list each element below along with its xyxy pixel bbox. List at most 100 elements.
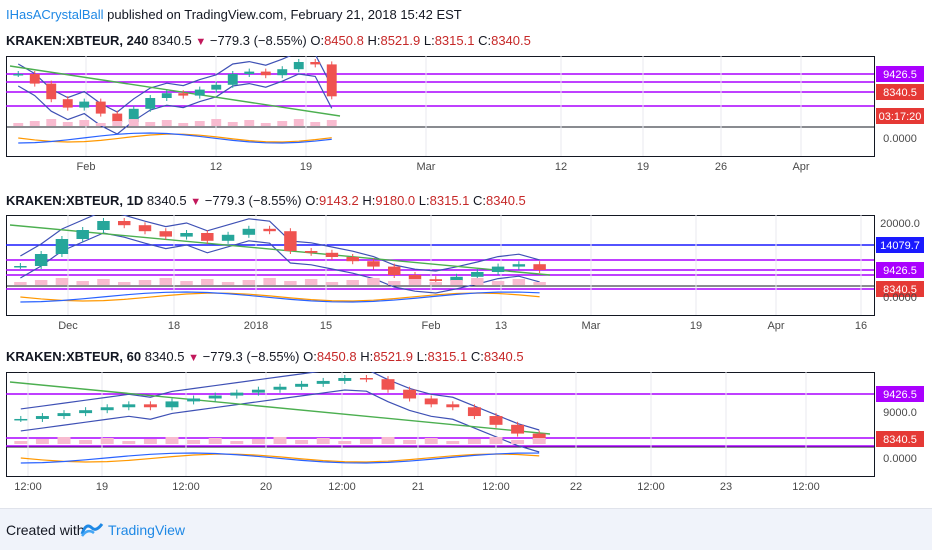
interval: 1D bbox=[126, 193, 144, 208]
volume-bar bbox=[178, 123, 189, 126]
volume-bar bbox=[403, 440, 417, 444]
volume-bar bbox=[208, 438, 222, 444]
candle-body bbox=[295, 383, 309, 387]
volume-bar bbox=[533, 282, 546, 285]
oscillator-signal-line bbox=[18, 133, 332, 143]
close-value: 8340.5 bbox=[491, 33, 531, 48]
candle-body bbox=[471, 272, 484, 277]
candle-body bbox=[76, 230, 89, 239]
volume-bar bbox=[230, 441, 244, 444]
x-tick-label: 16 bbox=[855, 320, 867, 332]
candle-body bbox=[208, 395, 222, 399]
volume-bar bbox=[13, 123, 24, 126]
candle-body bbox=[446, 404, 460, 408]
candle-body bbox=[467, 407, 481, 417]
symbol: KRAKEN:XBTEUR, bbox=[6, 193, 123, 208]
candle-body bbox=[263, 228, 276, 232]
volume-bar bbox=[260, 123, 271, 126]
footer-bar: Created with TradingView bbox=[0, 508, 932, 550]
interval: 240 bbox=[126, 33, 149, 48]
low-value: 8315.1 bbox=[427, 349, 468, 364]
chart-1d-canvas[interactable]: Dec 18 2018 15 Feb 13 Mar 19 Apr 16 20000.0 14079.7… bbox=[6, 215, 926, 339]
chart-frame bbox=[6, 372, 875, 477]
candle-body bbox=[57, 413, 71, 417]
x-tick-label: 12 bbox=[555, 161, 567, 173]
chart-panel-240[interactable]: Feb 12 19 Mar 12 19 26 Apr 9426.5 8340.5 03:17:20 0… bbox=[6, 56, 926, 180]
candle-body bbox=[359, 378, 373, 380]
candle-body bbox=[408, 275, 422, 280]
x-tick-label: 12:00 bbox=[637, 481, 665, 493]
author-link[interactable]: IHasACrystalBall bbox=[6, 7, 104, 22]
candle-body bbox=[29, 74, 40, 84]
candle-body bbox=[13, 74, 24, 76]
volume-bar bbox=[35, 439, 49, 444]
x-tick-label: 22 bbox=[570, 481, 582, 493]
price-change: −779.3 (−8.55%) bbox=[202, 349, 300, 364]
candle-body bbox=[346, 257, 359, 262]
price-axis-label: 9426.5 bbox=[883, 265, 917, 277]
candle-body bbox=[14, 418, 28, 421]
candle-body bbox=[55, 239, 69, 254]
chart-panel-1d[interactable]: Dec 18 2018 15 Feb 13 Mar 19 Apr 16 20000.0 14079.7… bbox=[6, 215, 926, 339]
tradingview-logo-icon[interactable] bbox=[80, 520, 104, 543]
open-value: 8450.8 bbox=[324, 33, 364, 48]
candle-body bbox=[112, 113, 123, 122]
volume-bar bbox=[227, 122, 238, 126]
volume-bar bbox=[165, 437, 179, 444]
oscillator-signal-line bbox=[20, 453, 540, 463]
created-with-text: Created with bbox=[6, 522, 85, 538]
oscillator-axis-label: 0.0000 bbox=[883, 453, 917, 465]
candle-body bbox=[79, 101, 90, 108]
x-tick-label: 19 bbox=[690, 320, 702, 332]
candle-body bbox=[79, 410, 93, 414]
candle-body bbox=[533, 264, 546, 270]
candle-body bbox=[304, 251, 318, 253]
candle-body bbox=[424, 398, 438, 405]
x-tick-label: Mar bbox=[582, 320, 601, 332]
price-axis-label: 9000.0 bbox=[883, 407, 917, 419]
tradingview-link[interactable]: TradingView bbox=[108, 522, 186, 538]
candle-body bbox=[118, 221, 131, 226]
candle-body bbox=[178, 93, 189, 96]
candle-body bbox=[100, 407, 114, 411]
candle-body bbox=[242, 228, 256, 235]
volume-bar bbox=[194, 121, 205, 126]
volume-bar bbox=[532, 438, 546, 444]
candle-body bbox=[187, 398, 201, 402]
volume-bar bbox=[511, 440, 525, 444]
x-tick-label: 12:00 bbox=[328, 481, 356, 493]
x-tick-label: Feb bbox=[77, 161, 96, 173]
candle-body bbox=[128, 108, 139, 122]
moving-average-line bbox=[9, 381, 551, 435]
candle-body bbox=[159, 231, 172, 237]
close-value: 8340.5 bbox=[483, 349, 524, 364]
candle-body bbox=[338, 378, 352, 381]
volume-bar bbox=[112, 121, 123, 126]
volume-bar bbox=[180, 281, 193, 285]
x-tick-label: Dec bbox=[58, 320, 78, 332]
chart-240-canvas[interactable]: Feb 12 19 Mar 12 19 26 Apr 9426.5 8340.5 03:17:20 0… bbox=[6, 56, 926, 180]
moving-average-line bbox=[9, 224, 551, 276]
volume-bar bbox=[159, 278, 172, 285]
down-arrow-icon: ▼ bbox=[188, 352, 199, 364]
interval: 60 bbox=[126, 349, 142, 364]
volume-bar bbox=[79, 440, 93, 444]
volume-bar bbox=[446, 441, 460, 444]
last-price: 8340.5 bbox=[144, 349, 185, 364]
lower-band-line bbox=[17, 73, 333, 135]
x-tick-label: 18 bbox=[168, 320, 180, 332]
oscillator-axis-label: 0.0000 bbox=[883, 133, 917, 145]
candle-body bbox=[161, 93, 172, 98]
candle-body bbox=[450, 276, 463, 281]
candle-body bbox=[284, 231, 297, 251]
x-tick-label: 12:00 bbox=[482, 481, 510, 493]
chart-60-canvas[interactable]: 12:00 19 12:00 20 12:00 21 12:00 22 12:00 23 12:00… bbox=[6, 372, 926, 500]
chart-panel-60[interactable]: 12:00 19 12:00 20 12:00 21 12:00 22 12:00 23 12:00… bbox=[6, 372, 926, 500]
candle-body bbox=[97, 221, 110, 230]
last-price: 8340.5 bbox=[146, 193, 187, 208]
volume-bar bbox=[429, 282, 442, 285]
price-label-box bbox=[876, 386, 924, 402]
candle-body bbox=[180, 233, 193, 237]
panel-1-title: KRAKEN:XBTEUR, 240 8340.5 ▼ −779.3 (−8.5… bbox=[6, 33, 531, 48]
candle-body bbox=[35, 416, 49, 419]
